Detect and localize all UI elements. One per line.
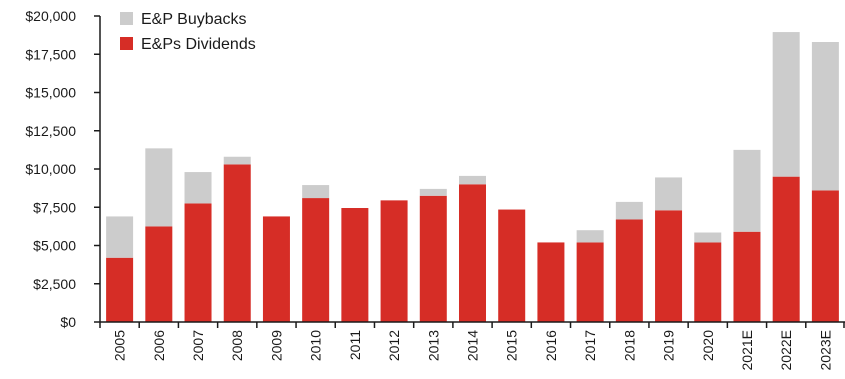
dividends-bar-2010 bbox=[302, 198, 330, 322]
y-tick-label: $15,000 bbox=[25, 85, 76, 101]
y-tick-label: $20,000 bbox=[25, 8, 76, 24]
legend-label: E&P Buybacks bbox=[141, 11, 247, 28]
y-tick-label: $10,000 bbox=[25, 161, 76, 177]
x-tick-label: 2017 bbox=[582, 330, 598, 361]
buybacks-bar-2014 bbox=[459, 175, 486, 185]
dividends-bar-2015 bbox=[498, 209, 526, 322]
x-tick-label: 2008 bbox=[229, 330, 245, 361]
x-tick-label: 2016 bbox=[543, 330, 559, 361]
dividends-bar-2013 bbox=[419, 195, 447, 322]
x-tick-label: 2012 bbox=[386, 330, 402, 361]
x-tick-label: 2021E bbox=[739, 330, 755, 370]
dividends-bar-2019 bbox=[655, 210, 683, 322]
buybacks-bar-2020 bbox=[694, 232, 722, 243]
x-tick-label: 2011 bbox=[347, 330, 363, 360]
dividends-bar-2017 bbox=[576, 242, 604, 322]
buybacks-bar-2008 bbox=[223, 156, 251, 165]
dividends-bar-2007 bbox=[184, 203, 212, 322]
x-tick-label: 2005 bbox=[112, 330, 128, 361]
legend: E&P Buybacks E&Ps Dividends bbox=[120, 11, 256, 53]
dividends-bar-2006 bbox=[145, 226, 173, 323]
dividends-bar-2005 bbox=[106, 257, 134, 322]
dividends-bar-2012 bbox=[380, 200, 408, 322]
x-axis: 2005 2006 2007 2008 2009 2010 2011 2012 2013 2014… bbox=[99, 321, 845, 370]
buybacks-bar-2023E bbox=[811, 42, 839, 191]
dividends-bar-2018 bbox=[615, 219, 643, 322]
buybacks-bar-2007 bbox=[184, 172, 212, 204]
legend-label: E&Ps Dividends bbox=[141, 36, 256, 53]
buybacks-bar-2017 bbox=[576, 230, 604, 243]
x-tick-label: 2006 bbox=[151, 330, 167, 361]
y-tick-label: $17,500 bbox=[25, 46, 76, 62]
x-tick-label: 2014 bbox=[465, 330, 481, 361]
y-tick-label: $7,500 bbox=[33, 199, 76, 215]
x-tick-label: 2007 bbox=[190, 330, 206, 361]
y-axis: $0 $2,500 $5,000 $7,500 $10,000 $12,500 $15,00… bbox=[25, 8, 101, 330]
x-tick-label: 2009 bbox=[268, 330, 284, 361]
x-tick-label: 2018 bbox=[621, 330, 637, 361]
y-tick-label: $5,000 bbox=[33, 238, 76, 254]
bars bbox=[106, 32, 839, 323]
buybacks-bar-2022E bbox=[772, 32, 800, 177]
x-tick-label: 2015 bbox=[504, 330, 520, 361]
dividends-bar-2009 bbox=[262, 216, 290, 322]
x-tick-label: 2019 bbox=[661, 330, 677, 361]
x-tick-label: 2023E bbox=[817, 330, 833, 370]
dividends-bar-2008 bbox=[223, 164, 251, 322]
x-tick-label: 2020 bbox=[700, 330, 716, 361]
y-tick-label: $12,500 bbox=[25, 123, 76, 139]
dividends-bar-2014 bbox=[459, 184, 486, 322]
dividends-bar-2023E bbox=[811, 190, 839, 322]
legend-swatch bbox=[120, 12, 133, 25]
buybacks-bar-2006 bbox=[145, 148, 173, 227]
dividends-bar-2021E bbox=[733, 231, 761, 322]
dividends-bar-2022E bbox=[772, 176, 800, 322]
legend-swatch bbox=[120, 37, 133, 50]
x-tick-label: 2022E bbox=[778, 330, 794, 370]
buybacks-bar-2010 bbox=[302, 185, 330, 199]
y-tick-label: $2,500 bbox=[33, 276, 76, 292]
buybacks-bar-2021E bbox=[733, 149, 761, 232]
buybacks-bar-2019 bbox=[655, 177, 683, 211]
dividends-bar-2011 bbox=[341, 208, 369, 322]
dividends-bar-2016 bbox=[537, 242, 565, 322]
dividends-bar-2020 bbox=[694, 242, 722, 322]
buybacks-bar-2013 bbox=[419, 188, 447, 196]
x-tick-label: 2013 bbox=[425, 330, 441, 361]
y-tick-label: $0 bbox=[60, 314, 76, 330]
buybacks-bar-2005 bbox=[106, 216, 134, 258]
buybacks-bar-2018 bbox=[615, 201, 643, 220]
x-tick-label: 2010 bbox=[308, 330, 324, 361]
